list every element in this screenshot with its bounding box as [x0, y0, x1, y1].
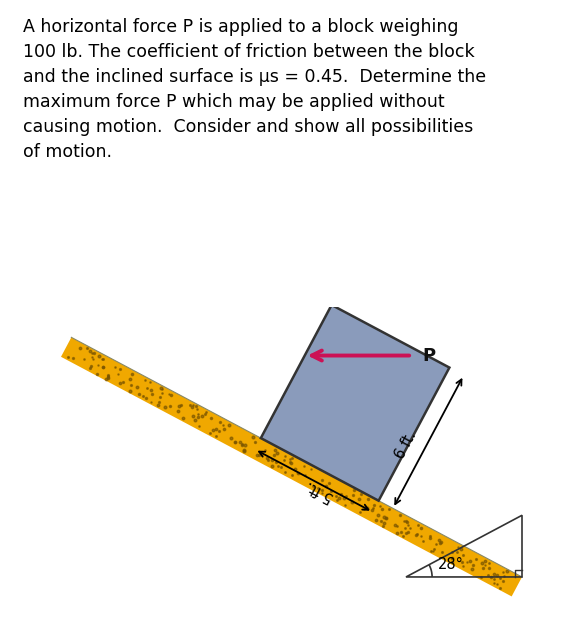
Text: 5 ft.: 5 ft. [304, 478, 336, 505]
Text: P: P [422, 347, 436, 365]
Polygon shape [61, 337, 522, 597]
Text: A horizontal force P is applied to a block weighing
100 lb. The coefficient of f: A horizontal force P is applied to a blo… [23, 19, 486, 162]
Text: 28°: 28° [438, 557, 464, 573]
Text: 6 ft.: 6 ft. [393, 428, 420, 461]
Polygon shape [261, 305, 450, 501]
